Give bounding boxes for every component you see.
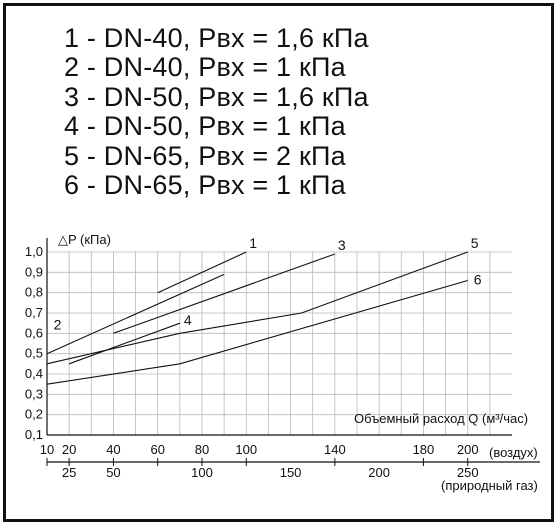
y-tick-label: 0,2 (25, 407, 43, 422)
y-tick-label: 0,7 (25, 305, 43, 320)
legend-item-1: 1 - DN-40, Pвх = 1,6 кПа (64, 23, 369, 53)
x-tick-label-gas: 150 (280, 465, 302, 480)
chart-grid (47, 251, 512, 435)
legend-item-5: 5 - DN-65, Pвх = 2 кПа (64, 140, 346, 171)
legend-item-6: 6 - DN-65, Pвх = 1 кПа (64, 170, 346, 201)
x-axis-air-label: (воздух) (489, 445, 538, 460)
y-tick-label: 0,5 (25, 346, 43, 361)
legend-item-3: 3 - DN-50, Pвх = 1,6 кПа (64, 81, 369, 112)
x-tick-label-air: 60 (150, 442, 164, 457)
x-tick-label-air: 40 (106, 442, 120, 457)
legend-item-4: 4 - DN-50, Pвх = 1 кПа (64, 111, 346, 142)
curve-label-5: 5 (471, 235, 479, 251)
y-tick-label: 0,4 (25, 366, 43, 381)
curve-label-1: 1 (249, 235, 257, 251)
x-tick-label-air: 200 (457, 442, 479, 457)
curve-6 (46, 279, 468, 385)
x-tick-label-gas: 25 (62, 465, 76, 480)
x-tick-label-gas: 100 (191, 465, 213, 480)
y-tick-labels: 1,0 0,9 0,8 0,7 0,6 0,5 0,4 0,3 0,2 0,1 (25, 244, 43, 442)
x-axis-title: Объемный расход Q (м³/час) (354, 411, 528, 426)
curve-label-3: 3 (338, 237, 346, 253)
legend-item-2: 2 - DN-40, Pвх = 1 кПа (64, 52, 346, 83)
curve-5 (46, 251, 468, 365)
x-tick-label-gas: 50 (106, 465, 120, 480)
y-tick-label: 0,1 (25, 427, 43, 442)
y-tick-label: 0,3 (25, 386, 43, 401)
curve-label-4: 4 (184, 312, 192, 328)
curve-label-6: 6 (474, 271, 482, 287)
x-tick-label-air: 140 (324, 442, 346, 457)
x-tick-label-gas: 200 (368, 465, 390, 480)
x-axis-gas-label: (природный газ) (441, 478, 538, 493)
x-tick-label-air: 180 (413, 442, 435, 457)
x-tick-labels-gas: 25 50 100 150 200 250 (62, 465, 479, 480)
y-tick-label: 0,8 (25, 285, 43, 300)
x-tick-label-air: 10 (40, 442, 54, 457)
x-tick-label-gas: 250 (457, 465, 479, 480)
x-tick-label-air: 20 (62, 442, 76, 457)
chart-frame (3, 3, 554, 522)
curve-label-2: 2 (54, 316, 62, 332)
y-axis-title: △P (кПа) (58, 232, 111, 247)
curve-1 (157, 251, 247, 294)
x-tick-labels-air: 10 20 40 60 80 100 140 180 200 (40, 442, 479, 466)
y-tick-label: 0,9 (25, 264, 43, 279)
curve-2 (46, 273, 225, 355)
chart-axes (46, 238, 540, 463)
curve-3 (113, 253, 336, 334)
y-tick-label: 1,0 (25, 244, 43, 259)
x-tick-label-air: 80 (195, 442, 209, 457)
curve-4 (68, 322, 181, 365)
chart-curves: 1 2 3 4 5 6 (46, 235, 482, 385)
curve-legend: 1 - DN-40, Pвх = 1,6 кПа 2 - DN-40, Pвх … (64, 23, 369, 201)
y-tick-label: 0,6 (25, 325, 43, 340)
x-tick-label-air: 100 (235, 442, 257, 457)
